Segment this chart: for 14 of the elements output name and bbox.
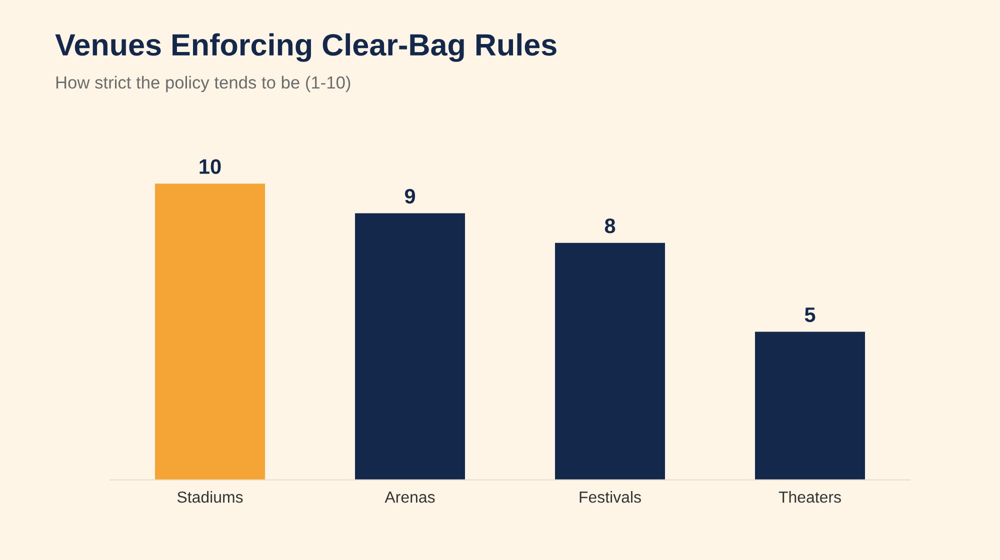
- data-label: 8: [604, 218, 616, 234]
- bar: [555, 242, 665, 480]
- bar: [155, 184, 265, 480]
- chart-title: Venues Enforcing Clear-Bag Rules: [55, 33, 556, 62]
- x-tick-label: Arenas: [384, 492, 435, 503]
- data-label: 5: [804, 308, 816, 322]
- chart-subtitle: How strict the policy tends to be (1-10): [56, 76, 350, 92]
- bar: [755, 332, 865, 480]
- x-tick-label: Stadiums: [177, 491, 243, 503]
- x-tick-label: Festivals: [580, 491, 641, 503]
- bar: [355, 213, 465, 480]
- data-label: 10: [200, 159, 221, 174]
- x-tick-label: Theaters: [778, 491, 841, 503]
- data-label: 9: [404, 188, 416, 204]
